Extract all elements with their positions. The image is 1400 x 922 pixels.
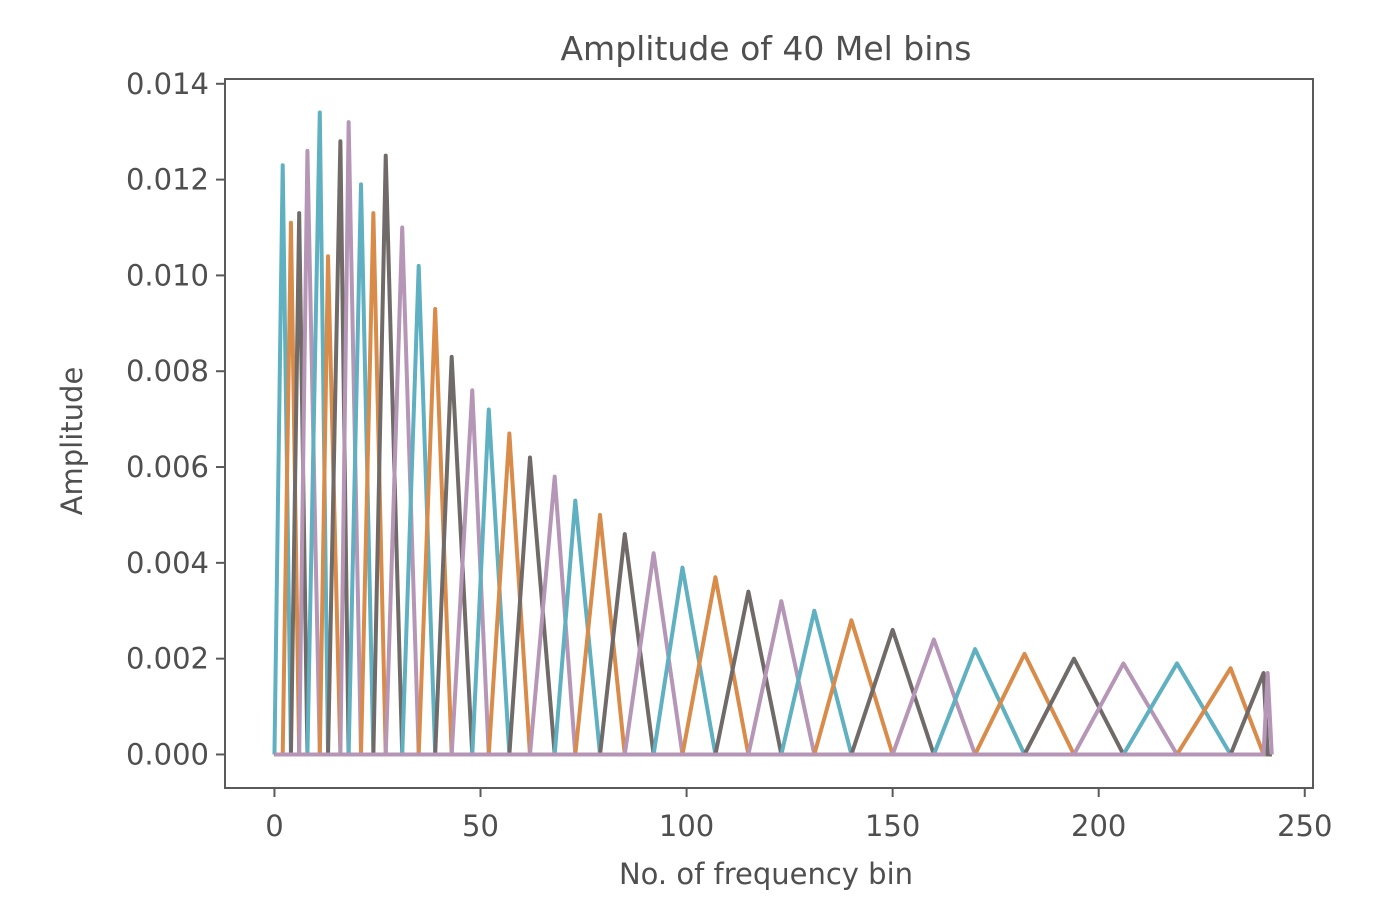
ticks-group: 0 50 100 150 200 250 0.000 0.002 0.004 0.006 0.008… [126,67,1332,843]
y-tick-label: 0.010 [126,258,209,292]
y-tick-label: 0.012 [126,163,209,197]
x-tick-label: 150 [865,809,920,843]
mel-filter-13 [274,263,1272,757]
x-tick-label: 200 [1071,809,1126,843]
x-axis-label: No. of frequency bin [619,857,913,891]
y-tick-label: 0.006 [126,450,209,484]
mel-filter-40 [274,671,1274,757]
x-tick-label: 50 [462,809,499,843]
x-tick-label: 100 [659,809,714,843]
mel-filter-12 [274,225,1272,757]
mel-filter-6 [274,254,1272,757]
y-tick-label: 0.008 [126,354,209,388]
series-group [272,110,1274,757]
chart-title: Amplitude of 40 Mel bins [560,29,971,68]
y-tick-label: 0.002 [126,642,209,676]
y-tick-label: 0.014 [126,67,209,101]
mel-filter-2 [274,220,1272,757]
x-tick-label: 0 [265,809,283,843]
x-tick-label: 250 [1277,809,1332,843]
plot-frame [224,78,1314,789]
y-tick-label: 0.000 [126,737,209,771]
y-axis-label: Amplitude [55,367,89,516]
y-tick-label: 0.004 [126,546,209,580]
